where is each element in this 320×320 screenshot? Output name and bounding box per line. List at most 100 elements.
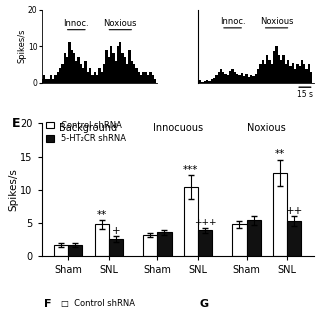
Bar [68, 43, 70, 83]
Bar [257, 69, 259, 83]
Y-axis label: Spikes/s: Spikes/s [9, 168, 19, 211]
Bar [208, 81, 211, 83]
Bar [138, 72, 140, 83]
Bar [61, 64, 64, 83]
Bar [220, 69, 222, 83]
Text: Innoc.: Innoc. [220, 17, 245, 26]
Text: Innocuous: Innocuous [153, 123, 203, 133]
Bar [273, 173, 287, 256]
Bar [278, 55, 280, 83]
Bar [301, 60, 303, 83]
Bar [59, 68, 61, 83]
Bar [232, 224, 246, 256]
Bar [80, 64, 82, 83]
Bar [264, 64, 266, 83]
Legend: Control shRNA, 5-HT₂CR shRNA: Control shRNA, 5-HT₂CR shRNA [46, 121, 126, 143]
Bar [135, 68, 138, 83]
Bar [246, 220, 261, 256]
Bar [245, 75, 248, 83]
Bar [43, 75, 45, 83]
Bar [108, 57, 110, 83]
Bar [119, 43, 122, 83]
Bar [271, 64, 273, 83]
Bar [231, 69, 234, 83]
Bar [201, 82, 204, 83]
Bar [94, 224, 109, 256]
Bar [197, 81, 199, 83]
Bar [131, 61, 133, 83]
Text: F: F [44, 300, 52, 309]
Bar [77, 57, 80, 83]
Bar [124, 57, 126, 83]
Text: 5-HT₂  Control shRNA: 5-HT₂ Control shRNA [59, 0, 140, 1]
Bar [57, 72, 59, 83]
Bar [84, 61, 87, 83]
Bar [213, 78, 215, 83]
Bar [303, 64, 306, 83]
Bar [308, 64, 310, 83]
Bar [154, 79, 156, 83]
Bar [98, 68, 100, 83]
Bar [273, 51, 276, 83]
Bar [110, 46, 112, 83]
Text: **: ** [275, 149, 285, 159]
Bar [145, 72, 147, 83]
Bar [103, 64, 105, 83]
Bar [66, 57, 68, 83]
Bar [142, 72, 145, 83]
Bar [248, 77, 250, 83]
Bar [117, 46, 119, 83]
Bar [227, 75, 229, 83]
Text: ++: ++ [285, 206, 303, 216]
Bar [236, 74, 238, 83]
Bar [206, 80, 208, 83]
Bar [252, 76, 255, 83]
Bar [128, 50, 131, 83]
Bar [243, 76, 245, 83]
Text: G: G [199, 300, 209, 309]
Bar [89, 68, 92, 83]
Bar [198, 230, 212, 256]
Bar [204, 81, 206, 83]
Bar [268, 60, 271, 83]
Bar [147, 75, 149, 83]
Bar [122, 53, 124, 83]
Text: Noxious: Noxious [260, 17, 293, 26]
Bar [126, 64, 128, 83]
Bar [87, 72, 89, 83]
Bar [289, 66, 292, 83]
Bar [109, 239, 123, 256]
Text: +++: +++ [194, 218, 216, 227]
Text: Noxious: Noxious [104, 19, 137, 28]
Bar [292, 62, 294, 83]
Bar [310, 72, 312, 83]
Bar [149, 72, 152, 83]
Text: Innoc.: Innoc. [63, 19, 89, 28]
Bar [211, 79, 213, 83]
Bar [218, 72, 220, 83]
Bar [238, 75, 241, 83]
Bar [282, 55, 285, 83]
Bar [261, 60, 264, 83]
Bar [280, 60, 282, 83]
Bar [112, 53, 115, 83]
Text: Background: Background [59, 123, 117, 133]
Bar [285, 64, 287, 83]
Bar [222, 72, 224, 83]
Bar [100, 72, 103, 83]
Bar [234, 72, 236, 83]
Bar [82, 68, 84, 83]
Bar [143, 235, 157, 256]
Bar [40, 79, 43, 83]
Text: 5-HT₂C R shRNA: 5-HT₂C R shRNA [225, 0, 287, 1]
Bar [52, 79, 54, 83]
Bar [276, 46, 278, 83]
Bar [296, 64, 299, 83]
Bar [75, 61, 77, 83]
Bar [94, 72, 96, 83]
Text: ***: *** [183, 164, 198, 174]
Bar [294, 69, 296, 83]
Bar [287, 221, 301, 256]
Bar [199, 80, 201, 83]
Bar [45, 79, 47, 83]
